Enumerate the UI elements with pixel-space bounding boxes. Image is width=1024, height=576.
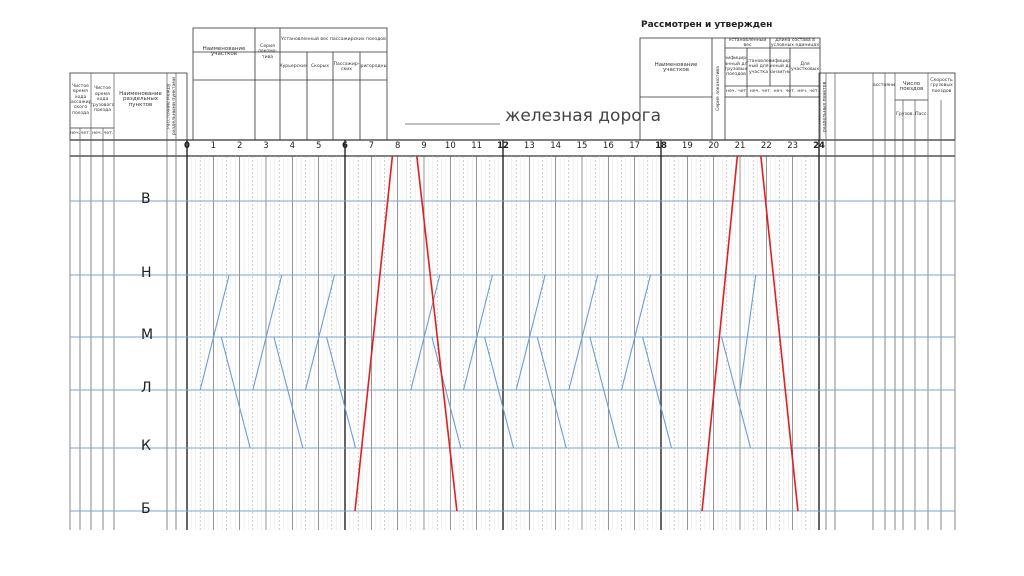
freight-train	[484, 336, 515, 449]
passenger-train	[354, 200, 389, 512]
hour-label: 10	[444, 141, 456, 151]
approval-subhead: чет.	[809, 89, 820, 95]
approval-weight: Установленный вес	[728, 38, 767, 48]
hour-label: 22	[760, 141, 772, 151]
freight-train	[642, 336, 673, 449]
freight-time-header: Чистое время хода грузового поезда	[91, 86, 114, 114]
approval-title: Рассмотрен и утвержден	[641, 20, 773, 30]
station-label: Н	[141, 265, 152, 281]
freight-train	[620, 274, 652, 391]
freight-train	[273, 336, 304, 449]
hour-label: 12	[497, 141, 509, 151]
freight-train	[589, 336, 620, 449]
hour-label: 13	[523, 141, 535, 151]
freight-train	[568, 274, 599, 391]
approval-subhead: чет.	[737, 89, 748, 95]
approval-kind: Унифициро-ванный для транзитных	[770, 58, 790, 75]
hour-label: 15	[576, 141, 588, 151]
hour-label: 16	[602, 141, 614, 151]
right-kind: Пасс.	[915, 112, 928, 118]
hour-label: 11	[471, 141, 483, 151]
subhead: неч.	[70, 131, 80, 137]
approval-subhead: неч.	[797, 89, 808, 95]
kind: Пригородных	[360, 64, 387, 70]
approval-subhead: неч.	[725, 89, 736, 95]
approval-subhead: неч.	[773, 89, 784, 95]
hour-label: 23	[787, 141, 799, 151]
hour-label: 19	[681, 141, 693, 151]
table-frames	[69, 27, 956, 157]
series-header: Серия локомо-тива	[257, 43, 278, 60]
hour-label: 6	[342, 141, 348, 151]
weights-header: Установленный вес пассажирских поездов	[281, 37, 386, 43]
train-extension	[732, 155, 739, 202]
hour-label: 0	[184, 141, 190, 151]
right-stations-header: Наименование раздельных пунктов	[819, 81, 826, 132]
freight-train	[199, 274, 230, 391]
train-extension	[760, 155, 767, 202]
freight-train	[220, 336, 251, 449]
hour-label: 20	[708, 141, 720, 151]
freight-train	[304, 274, 336, 391]
station-label: Л	[141, 380, 152, 396]
right-distance: Расстояние	[873, 83, 895, 89]
approval-kind: Унифициро-ванный для грузовых поездов	[725, 56, 747, 78]
hour-label: 17	[629, 141, 641, 151]
freight-train	[462, 274, 494, 391]
hour-label: 8	[394, 141, 401, 151]
approval-subhead: чет.	[761, 89, 772, 95]
stations-header: Наименование раздельных пунктов	[119, 90, 162, 108]
hour-label: 21	[734, 141, 746, 151]
hour-label: 1	[210, 141, 217, 151]
passenger-train	[701, 200, 734, 512]
hour-label: 4	[289, 141, 296, 151]
hour-label: 2	[236, 141, 243, 151]
station-label: К	[141, 438, 151, 454]
right-count: Число поездов	[899, 80, 924, 92]
freight-train	[326, 336, 357, 449]
right-speed: Скорость грузовых поездов	[930, 77, 953, 94]
passenger-train	[421, 200, 458, 512]
freight-train	[410, 274, 441, 391]
right-kind: Грузов.	[896, 112, 914, 118]
freight-train	[515, 274, 546, 391]
subhead: неч.	[91, 131, 102, 137]
subhead: чет.	[80, 131, 91, 137]
approval-length: Длина состава в условных единицах	[770, 38, 820, 48]
approval-kind: Установлен-ный для участка	[747, 58, 770, 75]
hour-label: 18	[655, 141, 667, 151]
kind: Пассажир-ских	[333, 61, 360, 72]
freight-train	[721, 336, 752, 449]
sections-name: Наименование участков	[202, 45, 246, 57]
railway-title: железная дорога	[505, 106, 661, 126]
station-label: Б	[141, 501, 151, 517]
approval-name: Наименование участков	[654, 61, 698, 73]
approval-subhead: неч.	[749, 89, 760, 95]
hour-label: 7	[368, 141, 375, 151]
hour-label: 3	[263, 141, 269, 151]
approval-kind: Для участковых	[790, 61, 820, 72]
hour-label: 9	[421, 141, 427, 151]
kind: Курьерских	[280, 64, 307, 70]
freight-train	[252, 274, 283, 391]
hour-label: 24	[813, 141, 825, 151]
approval-series: Серия локомотива	[715, 66, 721, 112]
station-label: В	[141, 191, 151, 207]
freight-train	[536, 336, 567, 449]
subhead: чет.	[103, 131, 114, 137]
distance-header: Расстояние между раздельными пунктами	[167, 77, 177, 136]
train-extension	[386, 155, 394, 202]
train-extension	[416, 155, 423, 202]
freight-train	[739, 274, 757, 391]
passenger-time-header: Чистое время хода пассажир-ского поезда	[70, 83, 91, 116]
approval-subhead: чет.	[785, 89, 796, 95]
station-label: М	[141, 327, 154, 343]
freight-train	[431, 336, 462, 449]
hour-label: 14	[550, 141, 562, 151]
kind: Скорых	[310, 64, 330, 70]
passenger-train	[764, 200, 799, 512]
hour-label: 5	[315, 141, 322, 151]
